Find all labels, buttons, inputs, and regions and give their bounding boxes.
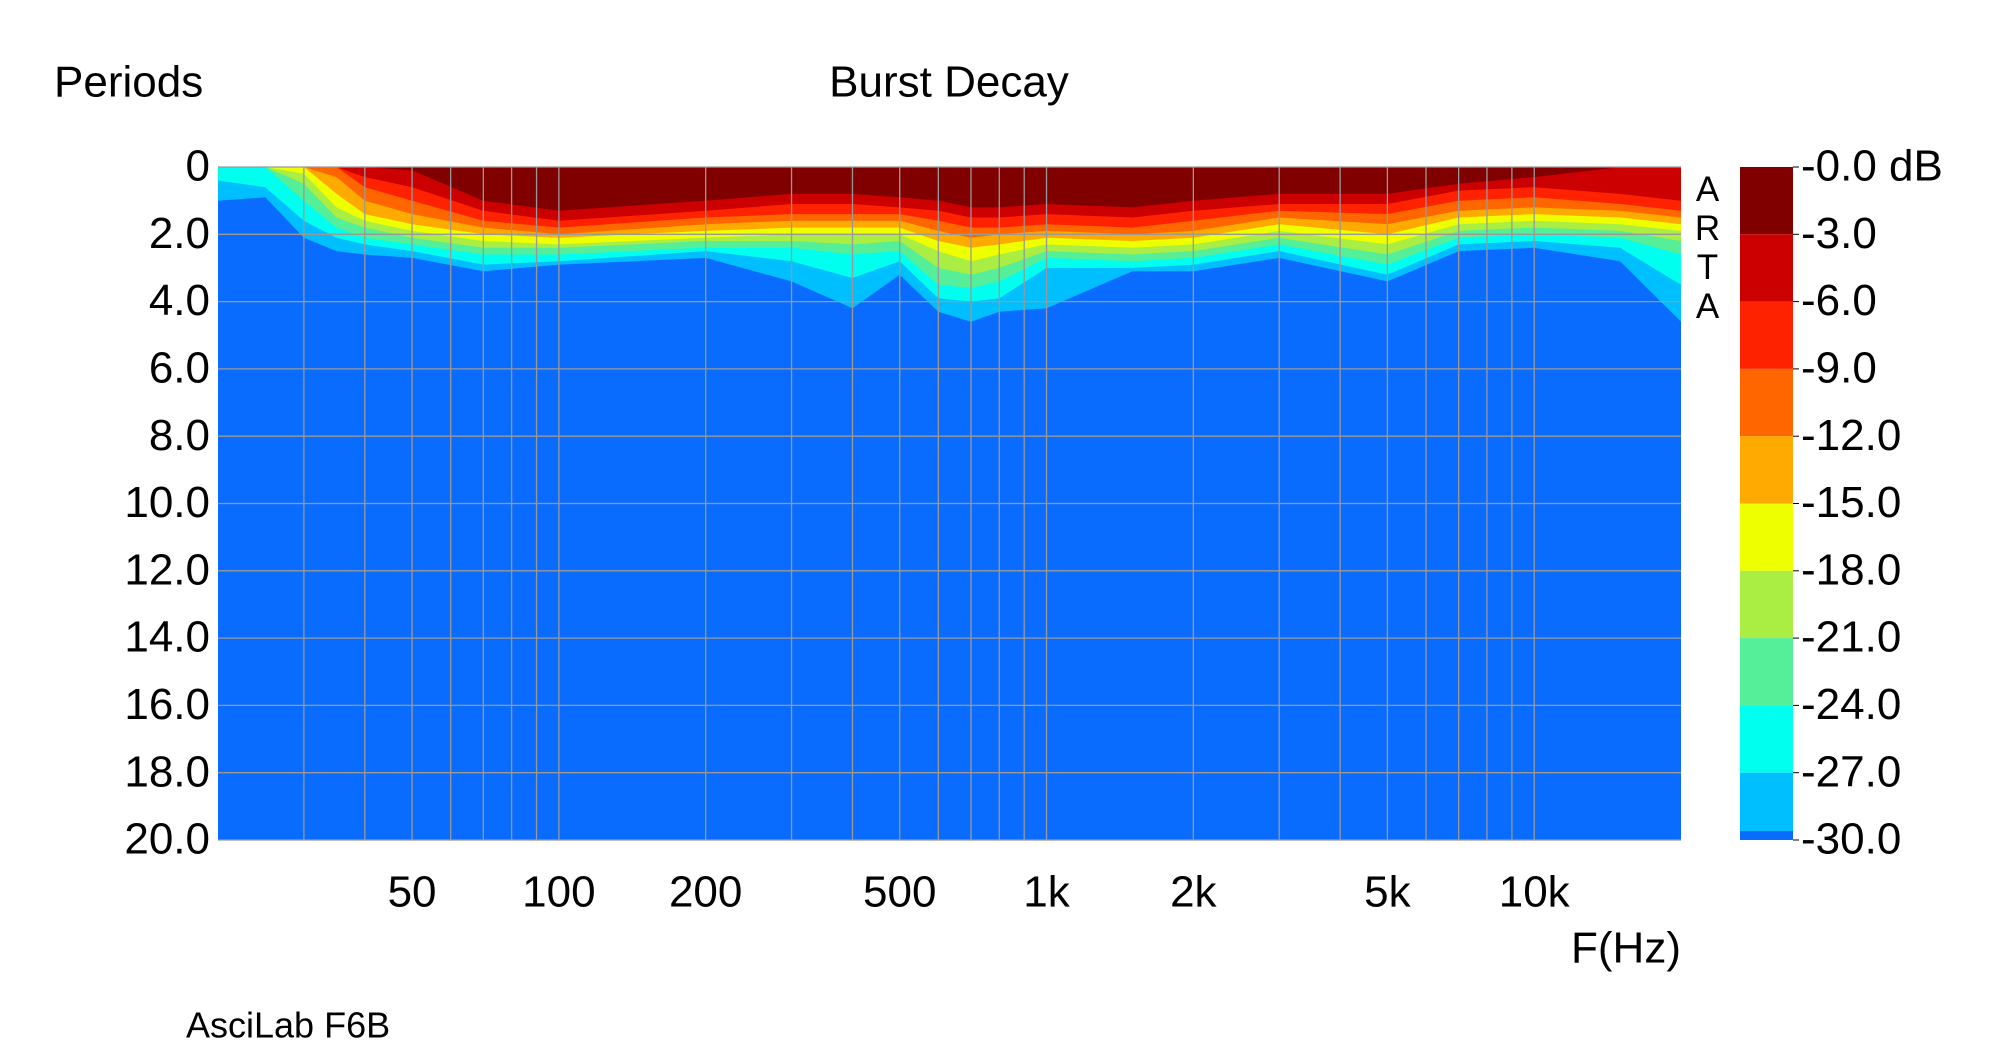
colorbar-band [1740, 167, 1793, 235]
colorbar-band [1740, 301, 1793, 369]
colorbar-label: -12.0 [1801, 411, 1901, 460]
colorbar-band [1740, 503, 1793, 571]
colorbar-label: -21.0 [1801, 613, 1901, 662]
y-tick-label: 20.0 [124, 815, 210, 864]
x-tick-label: 100 [522, 868, 595, 917]
x-tick-label: 200 [669, 868, 742, 917]
colorbar-label: -30.0 [1801, 815, 1901, 864]
contour-band [218, 167, 1681, 211]
y-tick-label: 14.0 [124, 613, 210, 662]
x-axis-label: F(Hz) [1571, 924, 1681, 973]
y-tick-label: 10.0 [124, 478, 210, 527]
colorbar-band [1740, 638, 1793, 706]
colorbar-label: -15.0 [1801, 478, 1901, 527]
y-tick-label: 18.0 [124, 747, 210, 796]
colorbar-band [1740, 570, 1793, 639]
y-tick-label: 6.0 [149, 344, 210, 393]
footer: AsciLab F6B [186, 1005, 390, 1046]
y-tick-label: 2.0 [149, 209, 210, 258]
colorbar-label: -27.0 [1801, 747, 1901, 796]
colorbar-floor [1740, 831, 1793, 840]
colorbar-label: -24.0 [1801, 680, 1901, 729]
colorbar-label: -9.0 [1801, 344, 1877, 393]
colorbar-band [1740, 705, 1793, 773]
colorbar-band [1740, 436, 1793, 504]
colorbar-label: -6.0 [1801, 276, 1877, 325]
chart-title: Burst Decay [829, 58, 1069, 107]
x-tick-label: 50 [388, 868, 437, 917]
x-tick-label: 500 [863, 868, 936, 917]
y-tick-label: 16.0 [124, 680, 210, 729]
y-tick-label: 8.0 [149, 411, 210, 460]
y-axis-label: Periods [54, 58, 203, 107]
colorbar-label: -0.0 dB [1801, 142, 1943, 191]
x-tick-label: 10k [1499, 868, 1571, 917]
watermark: ARTA [1688, 170, 1727, 326]
x-tick-label: 1k [1023, 868, 1070, 917]
colorbar-band [1740, 772, 1793, 840]
colorbar-band [1740, 368, 1793, 437]
colorbar-band [1740, 234, 1793, 302]
x-tick-label: 5k [1364, 868, 1411, 917]
x-tick-label: 2k [1170, 868, 1217, 917]
y-tick-label: 0 [186, 142, 210, 191]
colorbar-label: -18.0 [1801, 545, 1901, 594]
colorbar-label: -3.0 [1801, 209, 1877, 258]
y-tick-label: 12.0 [124, 545, 210, 594]
y-tick-label: 4.0 [149, 276, 210, 325]
